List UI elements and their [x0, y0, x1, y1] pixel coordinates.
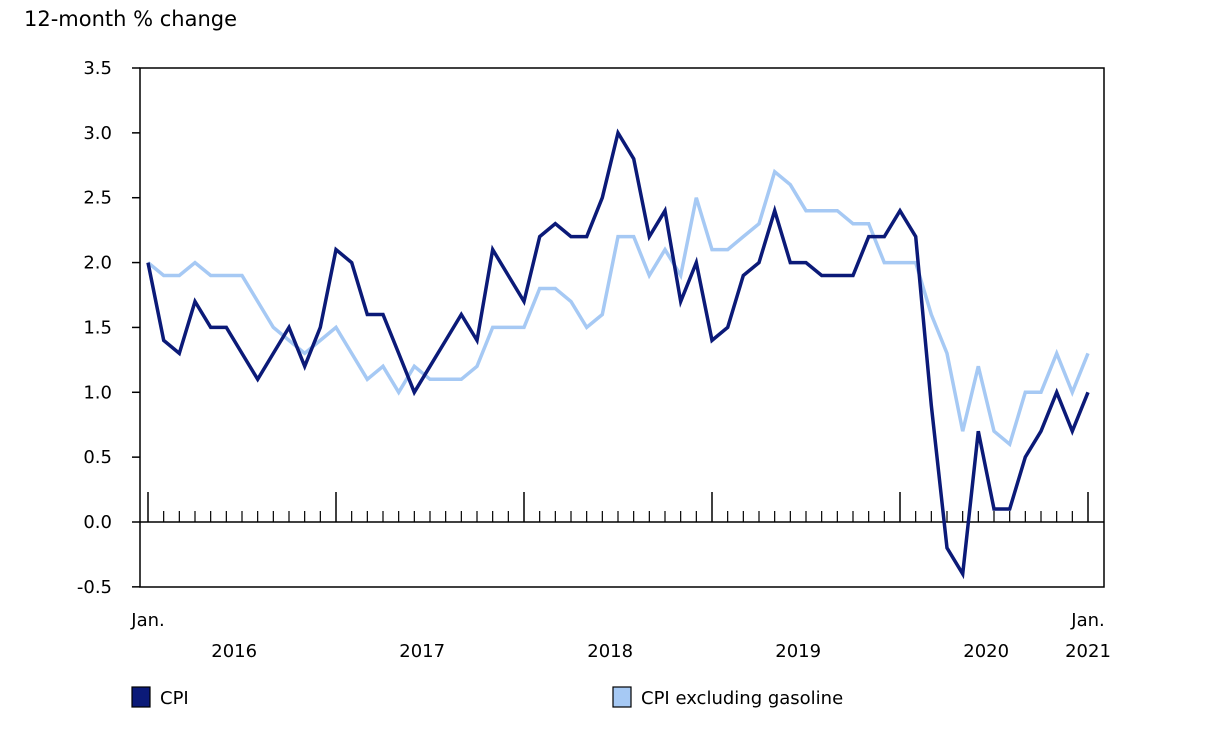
y-tick-label: 1.0: [83, 382, 112, 403]
y-tick-label: 0.5: [83, 447, 112, 468]
legend-swatch: [612, 686, 632, 708]
legend-label: CPI excluding gasoline: [641, 688, 843, 709]
series-line-cpi-excluding-gasoline: [146, 168, 1090, 448]
y-tick-label: 0.0: [83, 512, 112, 533]
year-label: 2016: [211, 641, 257, 662]
series-line-cpi: [146, 128, 1090, 580]
y-tick-label: 1.5: [83, 317, 112, 338]
year-label: 2018: [587, 641, 633, 662]
y-tick-label: 3.5: [83, 58, 112, 79]
year-label: 2019: [775, 641, 821, 662]
x-first-label: Jan.: [130, 610, 164, 631]
plot-frame: [139, 67, 1105, 588]
legend-label: CPI: [160, 688, 189, 709]
y-tick-label: 3.0: [83, 123, 112, 144]
year-label: 2017: [399, 641, 445, 662]
y-tick-label: 2.5: [83, 188, 112, 209]
y-tick-label: 2.0: [83, 253, 112, 274]
year-label: 2021: [1065, 641, 1111, 662]
y-axis-title: 12-month % change: [24, 7, 237, 31]
legend-swatch: [131, 686, 151, 708]
year-label: 2020: [963, 641, 1009, 662]
y-tick-label: -0.5: [77, 577, 112, 598]
x-last-label: Jan.: [1070, 610, 1104, 631]
